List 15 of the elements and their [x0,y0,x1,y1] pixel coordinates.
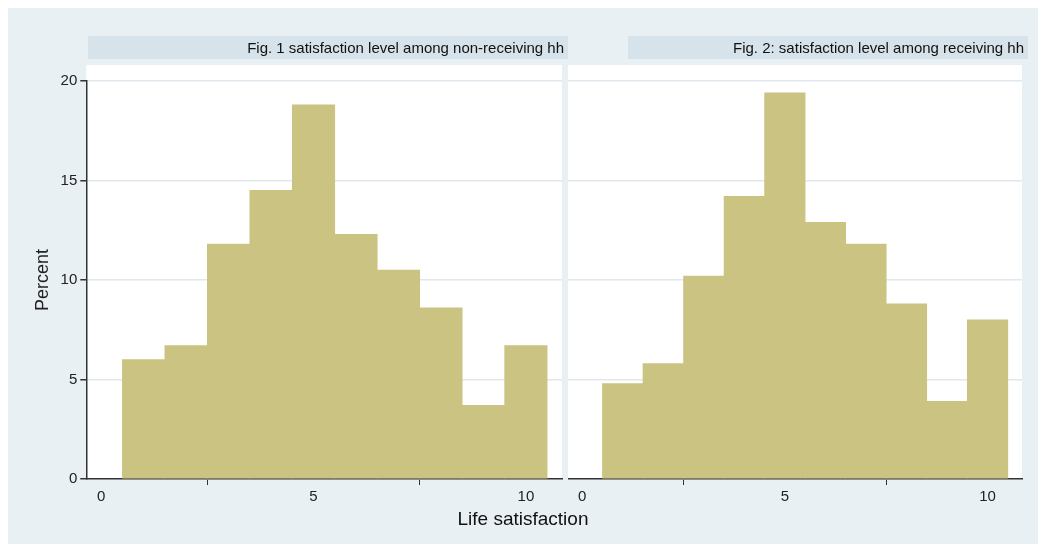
x-tick-label: 0 [96,487,106,505]
x-tick-label: 0 [578,487,587,505]
x-tick-label: 10 [979,487,996,505]
y-tick-label: 20 [60,71,78,89]
x-tick-label: 5 [780,487,790,505]
y-tick-label: 0 [68,469,78,487]
y-tick-label: 15 [60,170,78,188]
x-tick-label: 10 [517,487,535,505]
y-tick-label: 5 [68,369,78,387]
y-tick-label: 10 [60,270,78,288]
x-tick-label: 5 [309,487,318,505]
chart-title: Fig. 1 satisfaction level among non-receiving hh [88,36,568,59]
chart-title: Fig. 2: satisfaction level among receiving hh [628,36,1028,59]
x-axis-title: Life satisfaction [456,508,590,530]
y-axis-title: Percent [31,248,52,312]
